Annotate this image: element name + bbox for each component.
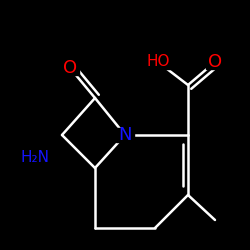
Bar xyxy=(145,55,171,69)
Bar xyxy=(61,61,79,75)
Text: N: N xyxy=(118,126,132,144)
Text: HO: HO xyxy=(146,54,170,70)
Text: O: O xyxy=(208,53,222,71)
Bar xyxy=(19,151,51,165)
Bar xyxy=(206,55,224,69)
Text: O: O xyxy=(63,59,77,77)
Text: H₂N: H₂N xyxy=(20,150,50,166)
Bar xyxy=(116,128,134,142)
